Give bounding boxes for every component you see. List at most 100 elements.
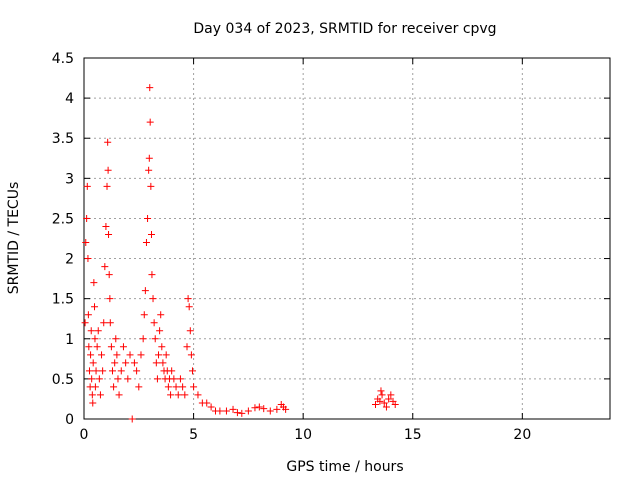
data-point (89, 359, 97, 367)
data-point (146, 118, 154, 126)
data-point (105, 271, 113, 279)
data-point (107, 343, 115, 351)
y-tick-label: 4.5 (52, 51, 74, 67)
data-point (141, 287, 149, 295)
x-tick-labels: 0 5 10 15 20 (80, 427, 532, 443)
data-point (164, 383, 172, 391)
data-point (233, 409, 241, 417)
data-point (152, 359, 160, 367)
plot-frame (83, 57, 611, 420)
data-point (90, 279, 98, 287)
data-point (122, 359, 130, 367)
data-point (179, 383, 187, 391)
data-point (100, 319, 108, 327)
y-tick-label: 1.5 (52, 292, 74, 308)
chart-title: Day 034 of 2023, SRMTID for receiver cpv… (193, 21, 496, 37)
data-point (82, 239, 90, 247)
data-points (81, 84, 399, 423)
data-point (162, 351, 170, 359)
data-point (88, 391, 96, 399)
data-point (106, 319, 114, 327)
y-tick-label: 3 (65, 171, 74, 187)
grid-lines (84, 58, 610, 419)
data-point (137, 351, 145, 359)
data-point (184, 295, 192, 303)
data-point (157, 311, 165, 319)
data-point (150, 319, 158, 327)
x-axis-title: GPS time / hours (286, 459, 403, 475)
data-point (139, 335, 147, 343)
data-point (168, 367, 176, 375)
y-axis-title: SRMTID / TECUs (6, 182, 22, 295)
y-tick-label: 2 (65, 252, 74, 268)
y-tick-label: 1 (65, 332, 74, 348)
x-tick-label: 20 (513, 427, 531, 443)
data-point (391, 401, 399, 409)
data-point (147, 182, 155, 190)
y-tick-label: 0 (65, 412, 74, 428)
data-point (176, 375, 184, 383)
data-point (91, 335, 99, 343)
data-point (145, 166, 153, 174)
data-point (266, 407, 274, 415)
data-point (185, 303, 193, 311)
data-point (260, 405, 268, 413)
data-point (133, 367, 141, 375)
data-point (88, 375, 96, 383)
data-point (216, 407, 224, 415)
data-point (144, 214, 152, 222)
data-point (380, 399, 388, 407)
data-point (92, 367, 100, 375)
data-point (105, 230, 113, 238)
data-point (96, 391, 104, 399)
data-point (377, 387, 385, 395)
data-point (142, 239, 150, 247)
data-point (203, 399, 211, 407)
data-point (104, 166, 112, 174)
data-point (113, 351, 121, 359)
data-point (371, 401, 379, 409)
data-point (119, 343, 127, 351)
data-point (158, 343, 166, 351)
data-point (140, 311, 148, 319)
data-point (378, 391, 386, 399)
data-point (387, 391, 395, 399)
data-point (101, 263, 109, 271)
data-point (85, 367, 93, 375)
data-point (145, 154, 153, 162)
data-point (244, 407, 252, 415)
data-point (187, 351, 195, 359)
data-point (385, 395, 393, 403)
data-point (190, 383, 198, 391)
data-point (126, 351, 134, 359)
data-point (181, 391, 189, 399)
data-point (172, 383, 180, 391)
data-point (282, 405, 290, 413)
data-point (229, 405, 237, 413)
data-point (273, 405, 281, 413)
data-point (156, 327, 164, 335)
data-point (376, 397, 384, 405)
data-point (146, 84, 154, 92)
data-point (128, 415, 136, 423)
y-tick-labels: 0 0.5 1 1.5 2 2.5 3 3.5 4 4.5 (52, 51, 74, 428)
data-point (117, 367, 125, 375)
data-point (108, 367, 116, 375)
data-point (84, 255, 92, 263)
x-tick-label: 10 (294, 427, 312, 443)
data-point (112, 335, 120, 343)
data-point (83, 182, 91, 190)
data-point (87, 351, 95, 359)
data-point (186, 327, 194, 335)
data-point (207, 403, 215, 411)
data-point (153, 375, 161, 383)
data-point (103, 182, 111, 190)
data-point (87, 327, 95, 335)
x-tick-label: 0 (80, 427, 89, 443)
data-point (255, 403, 263, 411)
y-tick-label: 3.5 (52, 131, 74, 147)
data-point (115, 391, 123, 399)
data-point (174, 391, 182, 399)
